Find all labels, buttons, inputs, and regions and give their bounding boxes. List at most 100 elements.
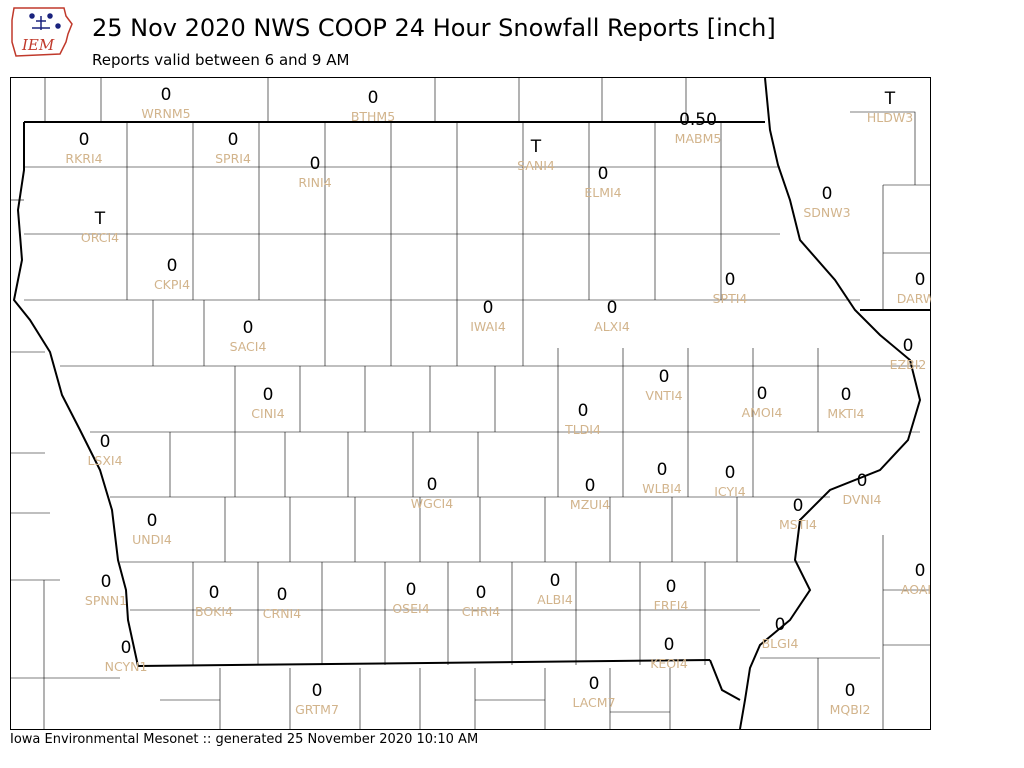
snowfall-value: T: [884, 89, 896, 109]
station-id-label: BOKI4: [195, 604, 233, 619]
state-borders: [12, 77, 930, 730]
snowfall-value: 0: [310, 154, 321, 174]
iem-logo-icon: IEM: [11, 7, 73, 57]
snowfall-value: 0: [228, 130, 239, 150]
snowfall-value: T: [530, 137, 542, 157]
snowfall-value: 0: [664, 635, 675, 655]
station-id-label: FRFI4: [654, 598, 689, 613]
station-id-label: RINI4: [298, 175, 331, 190]
station-aoai2: 0AOAI2: [901, 561, 931, 597]
snowfall-value: 0: [659, 367, 670, 387]
station-id-label: SDNW3: [803, 205, 850, 220]
station-id-label: ALBI4: [537, 592, 573, 607]
station-id-label: CRNI4: [263, 606, 301, 621]
station-id-label: RKRI4: [65, 151, 102, 166]
snowfall-value: 0: [841, 385, 852, 405]
snowfall-value: 0: [657, 460, 668, 480]
station-id-label: CKPI4: [154, 277, 190, 292]
snowfall-value: 0: [793, 496, 804, 516]
snowfall-value: 0: [550, 571, 561, 591]
snowfall-value: 0: [483, 298, 494, 318]
station-id-label: MZUI4: [570, 497, 610, 512]
snowfall-value: 0: [903, 336, 914, 356]
station-id-label: ELMI4: [584, 185, 621, 200]
snowfall-value: T: [94, 209, 106, 229]
station-id-label: SPTI4: [713, 291, 748, 306]
snowfall-value: 0.50: [679, 110, 717, 130]
station-id-label: BLGI4: [762, 636, 799, 651]
station-id-label: DVNI4: [843, 492, 882, 507]
snowfall-value: 0: [100, 432, 111, 452]
station-id-label: HLDW3: [867, 110, 913, 125]
station-id-label: LACM7: [572, 695, 615, 710]
station-id-label: DARW3: [897, 291, 931, 306]
station-id-label: TLDI4: [564, 422, 601, 437]
station-id-label: NCYN1: [105, 659, 148, 674]
page-title: 25 Nov 2020 NWS COOP 24 Hour Snowfall Re…: [92, 14, 776, 42]
snowfall-value: 0: [607, 298, 618, 318]
station-id-label: MKTI4: [827, 406, 864, 421]
station-darw3: 0DARW3: [897, 270, 931, 306]
footer-credit: Iowa Environmental Mesonet :: generated …: [10, 732, 479, 747]
station-id-label: MSTI4: [779, 517, 817, 532]
station-id-label: MABM5: [675, 131, 722, 146]
snowfall-value: 0: [757, 384, 768, 404]
page-subtitle: Reports valid between 6 and 9 AM: [92, 51, 350, 69]
snowfall-value: 0: [915, 270, 926, 290]
snowfall-value: 0: [857, 471, 868, 491]
station-id-label: KEOI4: [650, 656, 688, 671]
snowfall-value: 0: [476, 583, 487, 603]
station-id-label: SACI4: [230, 339, 267, 354]
snowfall-value: 0: [368, 88, 379, 108]
snowfall-value: 0: [79, 130, 90, 150]
snowfall-value: 0: [277, 585, 288, 605]
station-id-label: WGCI4: [411, 496, 453, 511]
snowfall-value: 0: [263, 385, 274, 405]
station-id-label: AMOI4: [742, 405, 783, 420]
snowfall-value: 0: [775, 615, 786, 635]
snowfall-value: 0: [578, 401, 589, 421]
station-id-label: VNTI4: [645, 388, 682, 403]
station-id-label: AOAI2: [901, 582, 931, 597]
station-id-label: SANI4: [517, 158, 555, 173]
station-id-label: SPRI4: [215, 151, 251, 166]
snowfall-value: 0: [406, 580, 417, 600]
station-id-label: UNDI4: [132, 532, 172, 547]
snowfall-value: 0: [666, 577, 677, 597]
station-id-label: SPNN1: [85, 593, 127, 608]
station-id-label: IWAI4: [470, 319, 506, 334]
snowfall-value: 0: [915, 561, 926, 581]
station-id-label: LSXI4: [87, 453, 122, 468]
